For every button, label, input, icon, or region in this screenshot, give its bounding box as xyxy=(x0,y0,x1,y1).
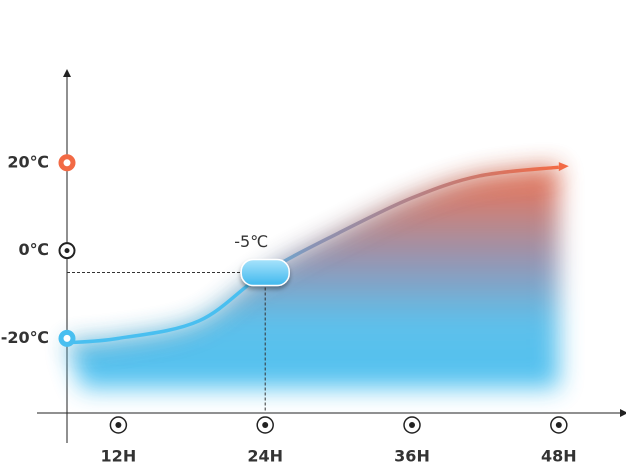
annotation-label: -5℃ xyxy=(234,232,268,251)
y-tick-label: 0℃ xyxy=(18,240,49,259)
annotation-marker xyxy=(240,258,290,287)
x-tick-label: 36H xyxy=(394,447,430,464)
x-axis-arrow xyxy=(620,409,626,417)
x-tick-dot xyxy=(555,422,562,428)
x-tick-label: 24H xyxy=(247,447,283,464)
line xyxy=(66,165,560,345)
y-tick-dot xyxy=(63,159,71,167)
x-tick-label: 12H xyxy=(101,447,137,464)
line-shadow xyxy=(66,168,560,348)
x-tick-label: 48H xyxy=(541,447,577,464)
x-tick-dot xyxy=(262,422,269,428)
y-tick-label: 20℃ xyxy=(7,152,49,171)
area-glow xyxy=(67,167,559,388)
y-tick-dot xyxy=(64,248,70,254)
y-axis-arrow xyxy=(63,69,71,77)
x-tick-dot xyxy=(115,422,122,428)
y-tick-dot xyxy=(63,334,71,342)
line-arrow xyxy=(558,162,569,172)
y-tick-label: -20℃ xyxy=(1,328,49,347)
x-tick-dot xyxy=(409,422,416,428)
